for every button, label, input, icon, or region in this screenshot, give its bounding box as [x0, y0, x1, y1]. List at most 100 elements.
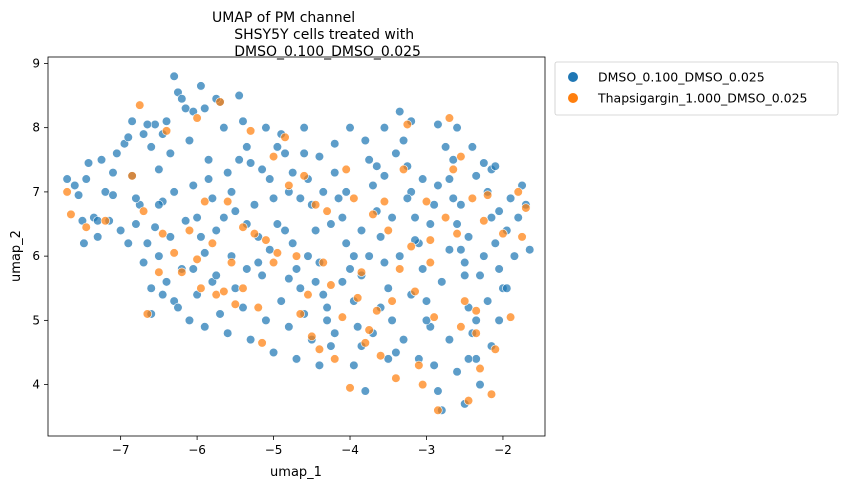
point-series-0 [398, 335, 409, 345]
point-series-1 [364, 325, 374, 335]
point-series-0 [280, 148, 290, 158]
point-series-0 [219, 212, 229, 223]
point-series-1 [215, 97, 225, 107]
point-series-1 [200, 196, 210, 207]
point-series-0 [238, 116, 248, 126]
point-series-0 [341, 187, 351, 197]
y-tick-label: 8 [32, 121, 40, 135]
point-series-0 [211, 225, 221, 236]
chart-title-line: SHSY5Y cells treated with [212, 27, 414, 43]
point-series-0 [318, 187, 328, 197]
point-series-0 [138, 257, 149, 268]
point-series-0 [456, 200, 466, 210]
point-series-1 [456, 151, 466, 162]
point-series-0 [131, 193, 141, 203]
point-series-0 [146, 283, 156, 293]
point-series-0 [330, 139, 340, 149]
point-series-0 [184, 135, 195, 146]
point-series-0 [200, 103, 210, 113]
point-series-1 [314, 344, 325, 354]
point-series-1 [425, 235, 435, 245]
point-series-1 [521, 203, 531, 213]
point-series-0 [188, 264, 198, 274]
point-series-0 [483, 296, 493, 306]
point-series-0 [93, 232, 103, 242]
point-series-0 [418, 264, 428, 274]
point-series-0 [398, 135, 409, 146]
point-series-0 [138, 129, 149, 139]
point-series-0 [479, 251, 489, 261]
point-series-1 [322, 206, 332, 216]
point-series-1 [425, 257, 435, 268]
point-series-0 [333, 193, 344, 203]
point-series-0 [486, 212, 497, 223]
point-series-0 [276, 296, 286, 306]
point-series-0 [246, 158, 256, 168]
point-series-0 [184, 315, 195, 325]
point-series-0 [131, 219, 141, 229]
point-series-0 [330, 168, 340, 178]
point-series-0 [127, 116, 137, 126]
point-series-0 [253, 257, 263, 268]
point-series-0 [299, 123, 309, 133]
point-series-0 [418, 174, 428, 184]
point-series-1 [295, 309, 305, 319]
point-series-0 [192, 212, 202, 223]
point-series-1 [402, 119, 412, 130]
point-series-1 [127, 171, 137, 181]
y-axis-label: umap_2 [9, 230, 24, 282]
point-series-1 [299, 171, 309, 181]
point-series-0 [200, 322, 210, 332]
point-series-0 [345, 123, 355, 133]
chart-title-line: DMSO_0.100_DMSO_0.025 [212, 44, 421, 60]
point-series-0 [284, 322, 294, 332]
x-tick-label: −2 [494, 443, 512, 457]
point-series-0 [326, 219, 336, 229]
point-series-0 [376, 232, 386, 242]
legend-box [554, 61, 839, 116]
point-series-0 [513, 212, 523, 223]
point-series-1 [486, 389, 497, 399]
point-series-0 [257, 164, 267, 175]
point-series-0 [437, 277, 447, 287]
point-series-0 [509, 251, 520, 261]
point-series-0 [249, 200, 260, 210]
point-series-0 [383, 354, 393, 364]
point-series-0 [150, 222, 160, 232]
point-series-1 [421, 196, 432, 207]
point-series-0 [150, 119, 160, 130]
point-series-1 [498, 229, 508, 239]
point-series-0 [421, 296, 432, 306]
point-series-0 [456, 245, 466, 255]
point-series-1 [391, 373, 401, 383]
plot-area [62, 71, 535, 415]
point-series-0 [268, 193, 279, 203]
point-series-1 [238, 283, 248, 293]
point-series-0 [108, 168, 118, 178]
point-series-0 [215, 309, 225, 319]
point-series-0 [429, 200, 439, 210]
point-series-0 [169, 71, 179, 81]
point-series-0 [379, 257, 390, 268]
point-series-1 [406, 241, 416, 252]
point-series-1 [318, 257, 328, 268]
point-series-0 [490, 161, 500, 171]
point-series-0 [223, 168, 233, 178]
point-series-1 [135, 100, 145, 110]
y-tick-label: 7 [32, 185, 40, 199]
point-series-0 [402, 193, 412, 203]
point-series-0 [368, 180, 378, 191]
point-series-0 [322, 302, 332, 313]
point-series-1 [192, 113, 202, 123]
point-series-0 [467, 142, 477, 152]
point-series-0 [238, 302, 248, 313]
point-series-0 [494, 315, 504, 325]
point-series-1 [345, 383, 355, 393]
point-series-1 [303, 290, 313, 300]
point-series-0 [410, 212, 420, 223]
point-series-0 [112, 148, 122, 158]
point-series-0 [337, 277, 347, 287]
point-series-0 [177, 94, 187, 104]
point-series-0 [463, 232, 474, 242]
point-series-0 [268, 347, 279, 358]
